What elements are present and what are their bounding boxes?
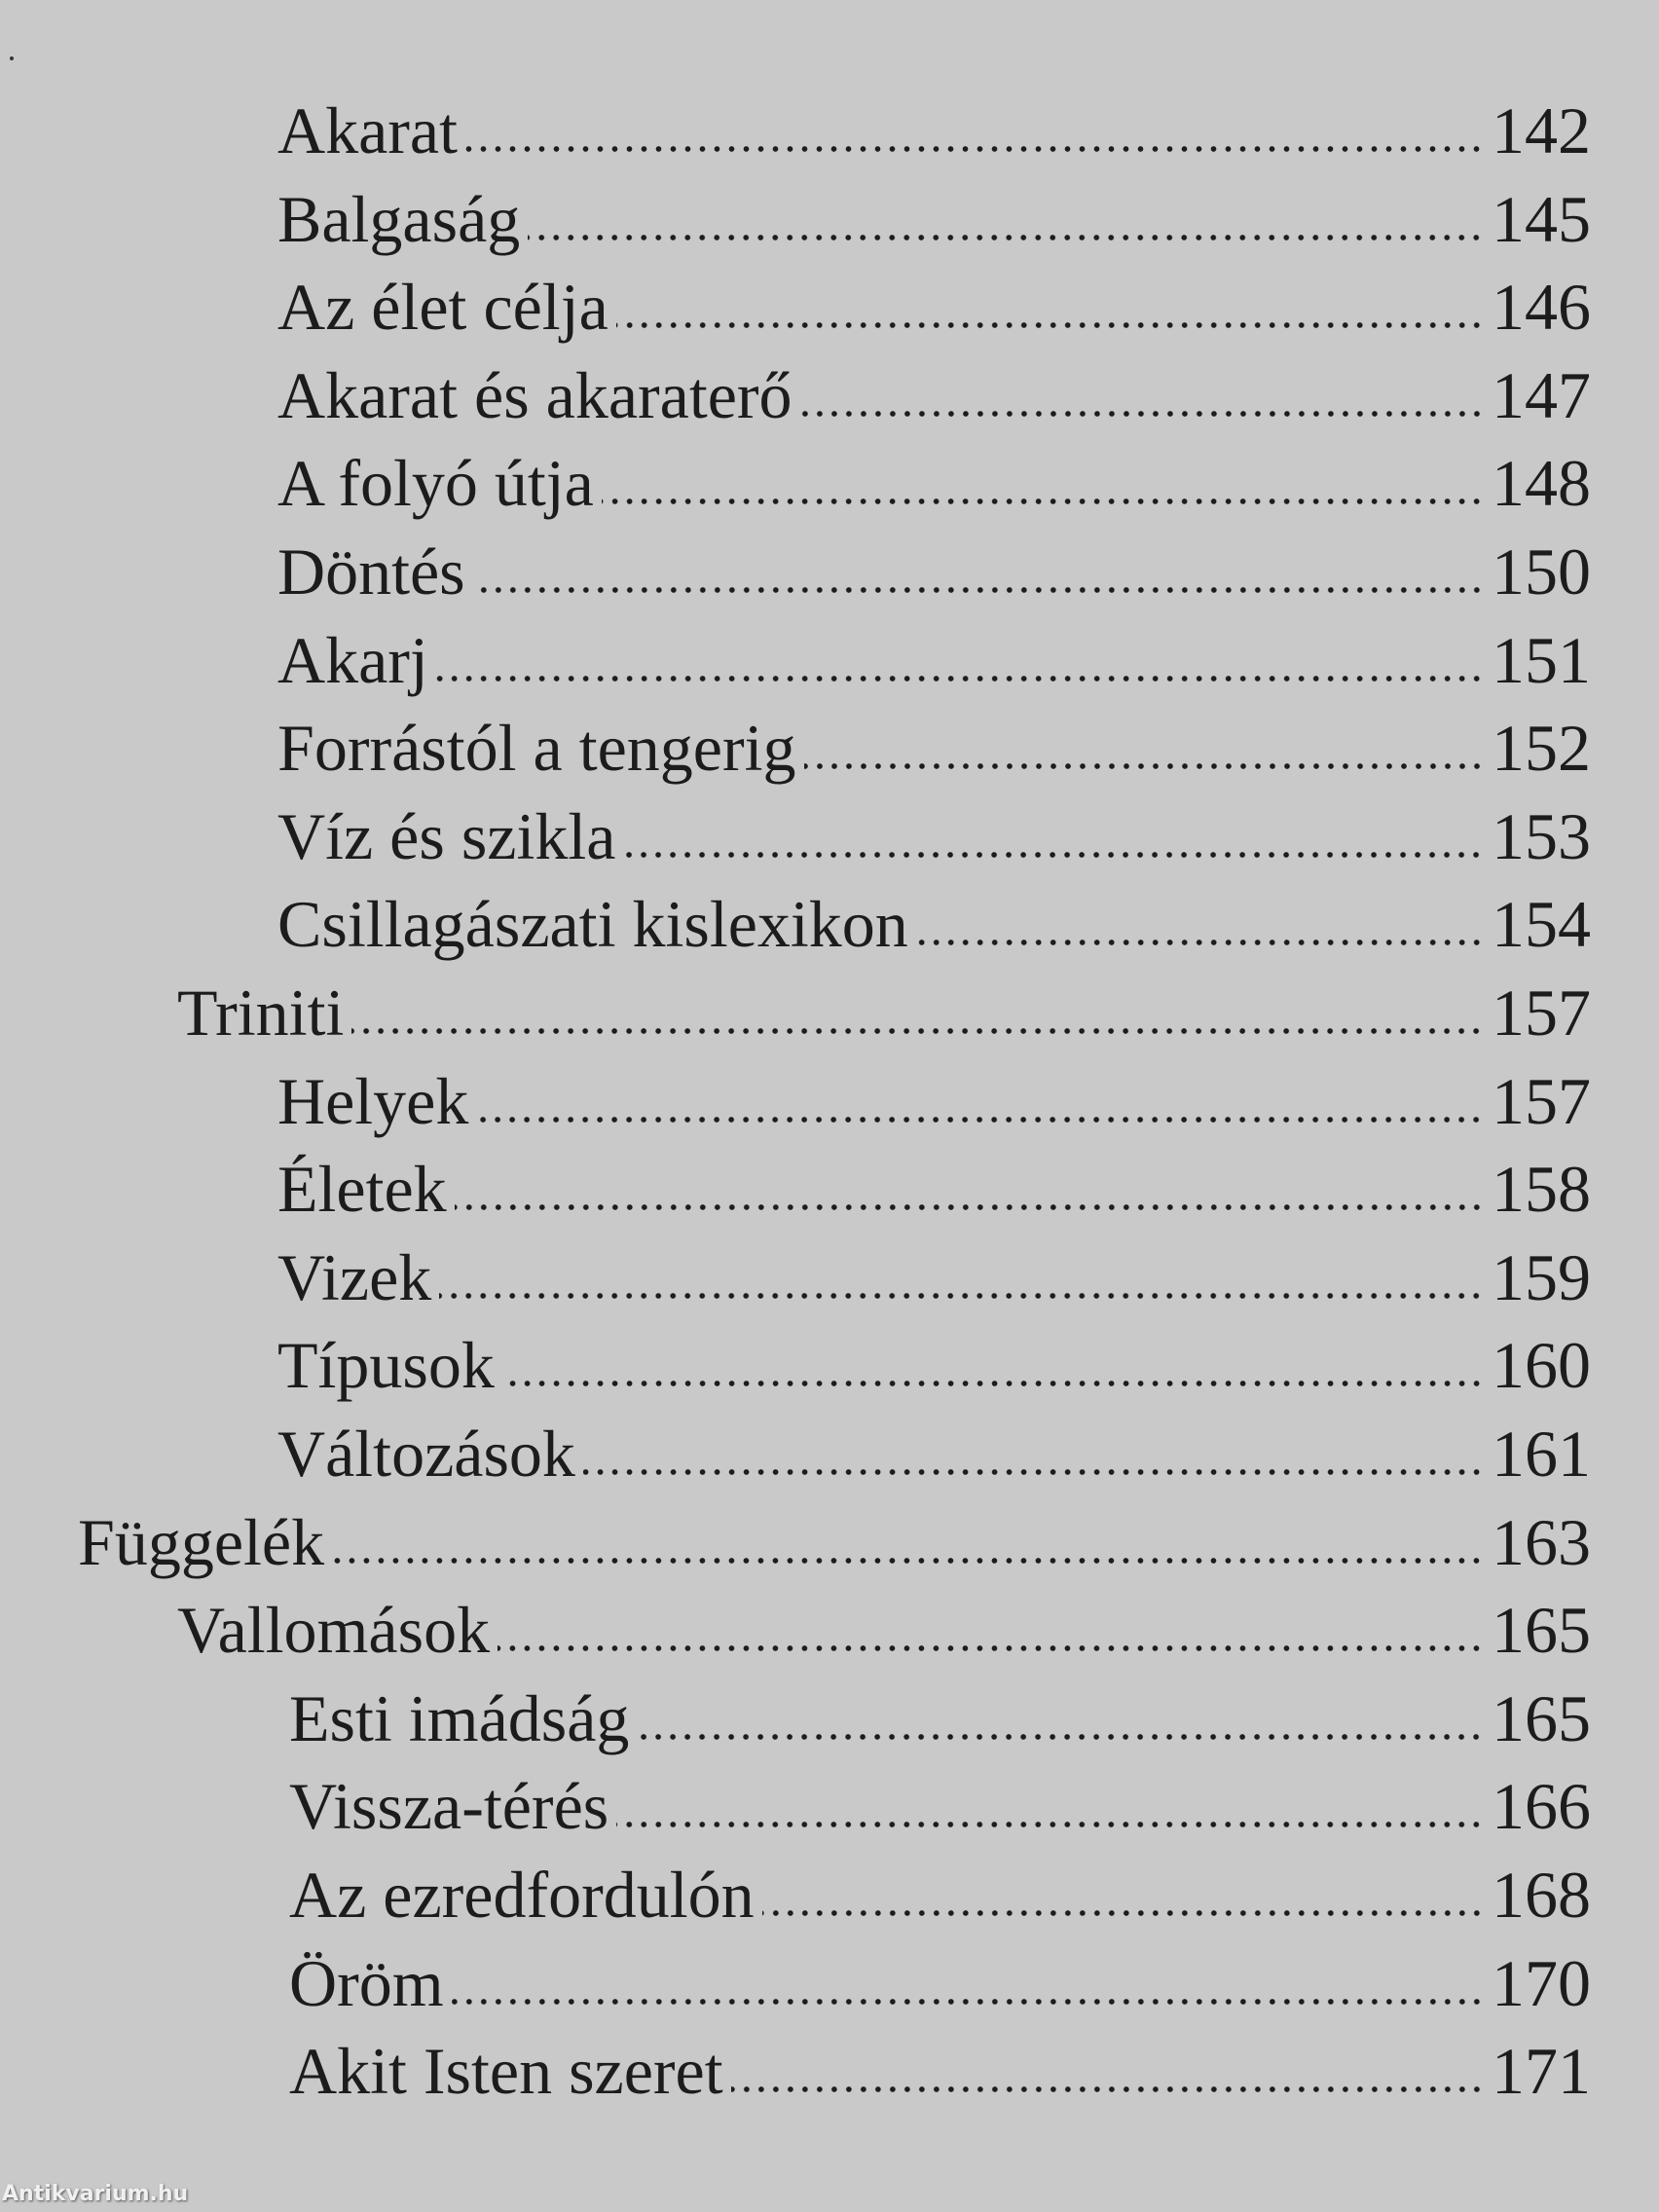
- dot-leader: [730, 2085, 1484, 2094]
- toc-entry-title: A folyó útja: [277, 446, 594, 521]
- toc-entry-page: 163: [1492, 1504, 1591, 1579]
- toc-entry-title: Esti imádság: [289, 1680, 630, 1755]
- toc-entry: A folyó útja 148: [277, 445, 1591, 534]
- toc-entry-page: 153: [1492, 798, 1591, 873]
- dot-leader: [501, 1380, 1484, 1388]
- dot-leader: [435, 674, 1484, 682]
- dot-leader: [616, 1821, 1484, 1829]
- toc-entry-page: 170: [1492, 1945, 1591, 2020]
- toc-entry: Csillagászati kislexikon 154: [277, 886, 1591, 975]
- dust-speck: [10, 56, 14, 60]
- toc-entry: Akarat 142: [277, 92, 1591, 181]
- toc-entry-page: 165: [1492, 1680, 1591, 1755]
- toc-entry: Életek 158: [277, 1151, 1591, 1239]
- toc-entry-title: Akarat: [277, 93, 459, 167]
- toc-entry-title: Vizek: [277, 1239, 432, 1314]
- toc-entry-page: 157: [1492, 1063, 1591, 1138]
- toc-entry-page: 154: [1492, 887, 1591, 962]
- dot-leader: [476, 1115, 1484, 1124]
- toc-entry-title: Típusok: [277, 1328, 495, 1403]
- toc-entry-title: Vissza-térés: [289, 1769, 609, 1844]
- toc-entry-page: 145: [1492, 181, 1591, 256]
- toc-entry-page: 161: [1492, 1417, 1591, 1491]
- toc-entry-title: Triniti: [177, 976, 345, 1050]
- dot-leader: [451, 1997, 1484, 2006]
- toc-entry-title: Víz és szikla: [277, 798, 616, 873]
- toc-entry-page: 158: [1492, 1152, 1591, 1227]
- toc-entry-title: Balgaság: [277, 181, 521, 256]
- toc-entry-page: 150: [1492, 535, 1591, 608]
- toc-entry: Az ezredfordulón 168: [289, 1857, 1591, 1945]
- dot-leader: [601, 498, 1484, 506]
- toc-entry-page: 159: [1492, 1239, 1591, 1314]
- toc-entry-page: 157: [1492, 976, 1591, 1050]
- dot-leader: [623, 850, 1484, 859]
- toc-entry-title: Az élet célja: [277, 270, 608, 345]
- dot-leader: [915, 939, 1484, 947]
- toc-entry-page: 171: [1492, 2034, 1591, 2109]
- dot-leader: [528, 233, 1484, 241]
- dot-leader: [351, 1027, 1484, 1035]
- toc-entry-page: 142: [1492, 93, 1591, 167]
- dot-leader: [465, 145, 1484, 153]
- toc-entry: Változások 161: [277, 1416, 1591, 1504]
- toc-entry: Triniti 157: [177, 975, 1591, 1063]
- dot-leader: [615, 321, 1484, 330]
- toc-entry-page: 148: [1492, 446, 1591, 521]
- toc-entry-page: 166: [1492, 1769, 1591, 1844]
- toc-entry-title: Akarat és akaraterő: [277, 357, 793, 432]
- toc-entry: Balgaság 145: [277, 181, 1591, 270]
- toc-entry: Vallomások 165: [177, 1592, 1591, 1680]
- toc-entry: Típusok 160: [277, 1327, 1591, 1416]
- watermark: Antikvarium.hu: [2, 2182, 189, 2206]
- dot-leader: [761, 1909, 1484, 1917]
- toc-entry: Akit Isten szeret 171: [289, 2033, 1591, 2121]
- toc-entry: Függelék 163: [78, 1504, 1591, 1593]
- toc-entry-page: 152: [1492, 711, 1591, 786]
- dot-leader: [637, 1732, 1484, 1741]
- dot-leader: [454, 1203, 1484, 1212]
- toc-entry-page: 165: [1492, 1593, 1591, 1668]
- dot-leader: [582, 1468, 1484, 1476]
- toc-entry-title: Életek: [277, 1152, 447, 1227]
- toc-entry: Forrástól a tengerig 152: [277, 710, 1591, 798]
- toc-entry-title: Öröm: [289, 1945, 444, 2020]
- dot-leader: [803, 762, 1484, 771]
- toc-entry: Döntés 150: [277, 534, 1591, 622]
- toc-entry: Az élet célja 146: [277, 269, 1591, 357]
- dot-leader: [332, 1556, 1484, 1565]
- toc-entry-title: Helyek: [277, 1063, 469, 1138]
- dot-leader: [498, 1644, 1484, 1653]
- toc-entry-page: 168: [1492, 1858, 1591, 1932]
- dot-leader: [799, 409, 1484, 418]
- toc-entry: Víz és szikla 153: [277, 798, 1591, 887]
- toc-entry-title: Forrástól a tengerig: [277, 711, 796, 786]
- toc-entry: Helyek 157: [277, 1063, 1591, 1152]
- dot-leader: [472, 586, 1484, 594]
- toc-entry: Akarj 151: [277, 622, 1591, 711]
- toc-entry: Vizek 159: [277, 1239, 1591, 1328]
- toc-entry-title: Akit Isten szeret: [289, 2034, 723, 2109]
- toc-entry: Akarat és akaraterő 147: [277, 357, 1591, 446]
- toc-entry-title: Döntés: [277, 535, 465, 608]
- dot-leader: [439, 1291, 1484, 1300]
- toc-entry: Vissza-térés 166: [289, 1768, 1591, 1857]
- toc-entry-page: 160: [1492, 1328, 1591, 1403]
- toc-entry-title: Az ezredfordulón: [289, 1858, 755, 1932]
- toc-entry-page: 151: [1492, 622, 1591, 697]
- toc-entry-title: Vallomások: [177, 1593, 491, 1668]
- toc-entry: Esti imádság 165: [289, 1680, 1591, 1769]
- toc-entry-title: Változások: [277, 1417, 575, 1491]
- toc-entry-page: 147: [1492, 357, 1591, 432]
- toc-entry-title: Akarj: [277, 622, 428, 697]
- toc-entry-title: Csillagászati kislexikon: [277, 887, 908, 962]
- toc-entry-title: Függelék: [78, 1504, 325, 1579]
- toc-entry: Öröm 170: [289, 1945, 1591, 2034]
- toc-entry-page: 146: [1492, 270, 1591, 345]
